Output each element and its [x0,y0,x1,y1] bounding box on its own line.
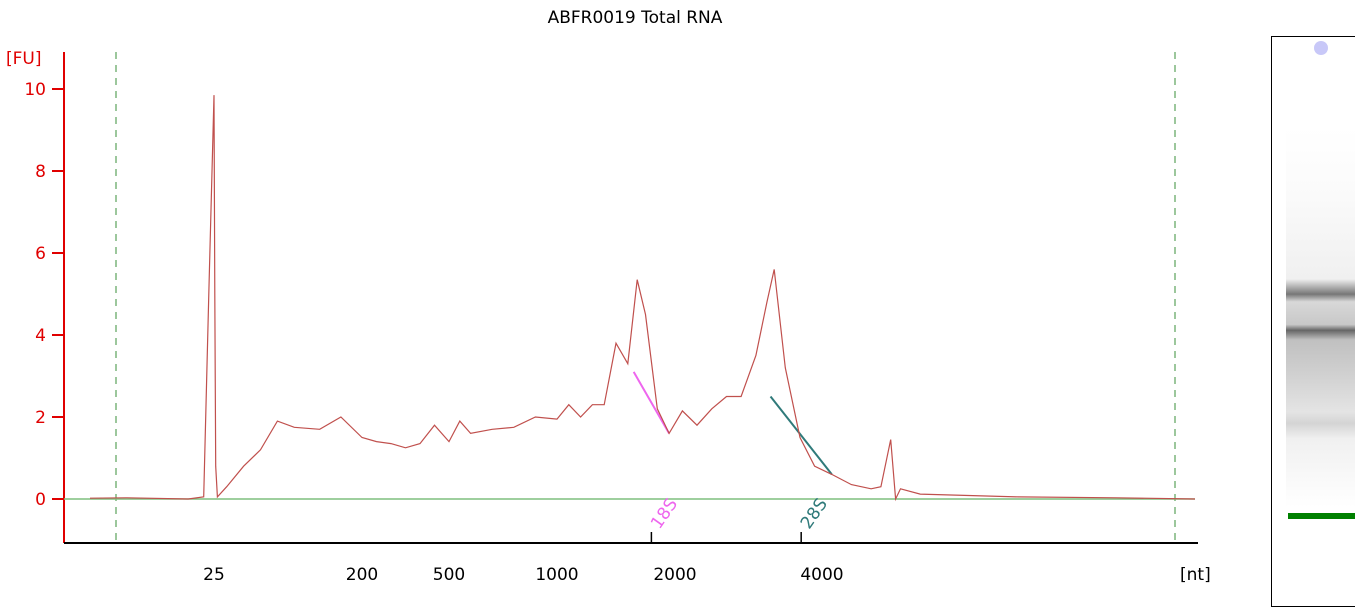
y-tick-label: 6 [35,244,46,264]
x-tick-label: 4000 [800,565,843,585]
x-tick-label: 200 [346,565,378,585]
y-tick-label: 2 [35,408,46,428]
y-tick-label: 8 [35,162,46,182]
chart-title: ABFR0019 Total RNA [547,8,723,28]
y-tick-label: 0 [35,490,46,510]
gel-marker-band [1288,513,1355,519]
y-tick-label: 4 [35,326,46,346]
y-tick-label: 10 [24,80,46,100]
peak-28s-label: 28S [797,495,832,533]
gel-well-dot [1314,41,1328,55]
x-axis-unit-label: [nt] [1180,565,1211,585]
x-tick-label: 2000 [653,565,696,585]
y-axis-label: [FU] [6,49,42,69]
electropherogram-plot: 0 2 4 6 8 10 25 200 500 1000 2000 4000 18S 28S [FU]… [6,49,1211,585]
fluorescence-trace [89,95,1196,502]
peak-28s-line [769,395,833,476]
x-tick-label: 25 [203,565,225,585]
peak-18s-line [632,371,670,434]
x-tick-label: 500 [433,565,465,585]
x-tick-label: 1000 [535,565,578,585]
peak-18s-label: 18S [647,495,682,533]
gel-image [1271,36,1355,607]
